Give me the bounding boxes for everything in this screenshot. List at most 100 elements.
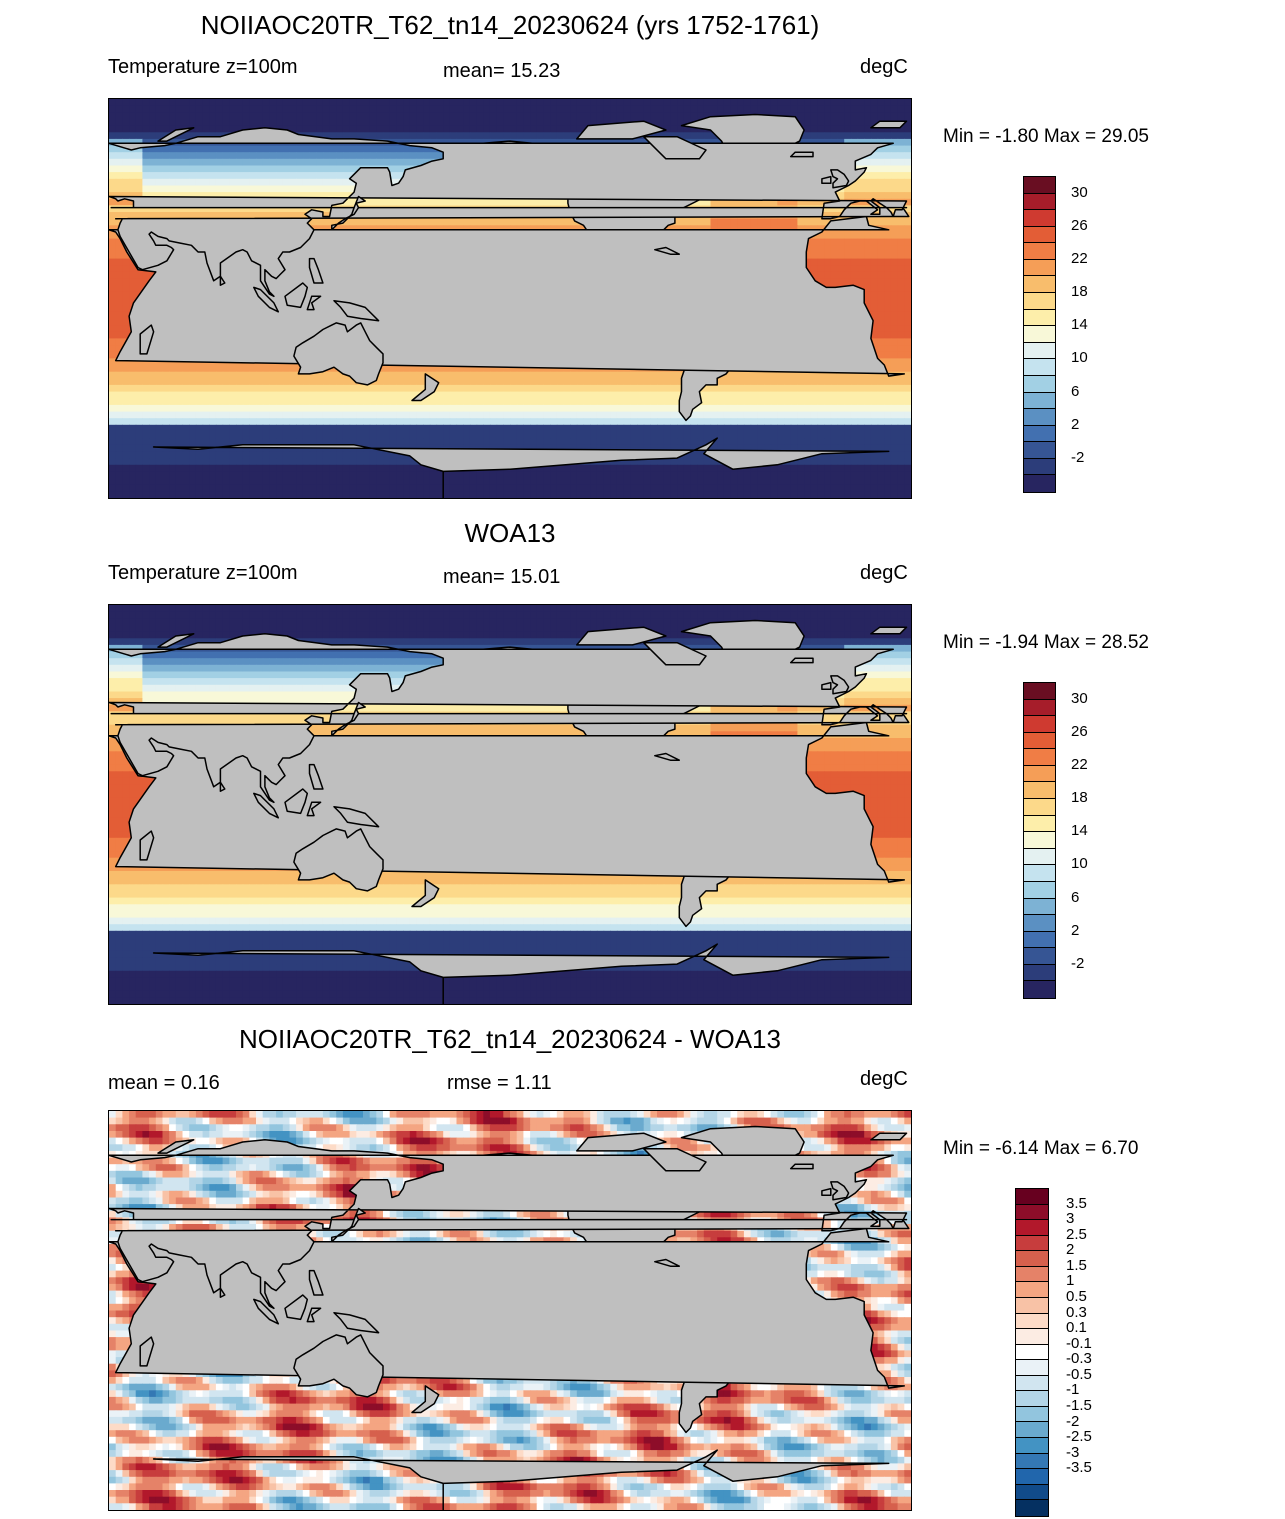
variable-label: Temperature z=100m [108,56,298,79]
colorbar-box [1016,1391,1048,1407]
colorbar-label: -2 [1071,956,1084,971]
land-eurasia [109,127,910,298]
land-iceland [789,151,814,158]
land-borneo [284,788,309,815]
colorbar-box [1024,392,1055,410]
land-philippines [308,1269,324,1296]
colorbar-box [1024,276,1055,294]
colorbar-box [1024,409,1055,426]
land-ireland [821,1187,832,1196]
colorbar-box [1024,832,1055,849]
colorbar-label: -1 [1066,1382,1079,1397]
colorbar-label: -3 [1066,1445,1079,1460]
colorbar-box [1024,765,1055,783]
landmasses [109,1125,910,1510]
colorbar-label: -3.5 [1066,1460,1092,1475]
land-svalbard [870,120,908,129]
colorbar-box [1016,1469,1048,1485]
land-cuba [654,1258,681,1267]
colorbar [1023,176,1056,493]
land-eurasia [109,1139,910,1310]
colorbar-box [1024,931,1055,949]
land-new-zealand [411,879,440,908]
colorbar-box [1016,1453,1048,1470]
minmax-label: Min = -1.94 Max = 28.52 [943,632,1149,654]
colorbar-label: 22 [1071,251,1088,266]
land-new-zealand [411,1385,440,1414]
colorbar-box [1024,458,1055,476]
colorbar-box [1024,425,1055,443]
colorbar-label: -1.5 [1066,1398,1092,1413]
colorbar-box [1016,1235,1048,1252]
colorbar-label: 3.5 [1066,1196,1087,1211]
colorbar-label: 26 [1071,218,1088,233]
land-baffin [642,641,707,666]
land-madagascar [139,1336,155,1367]
land-borneo [284,1294,309,1321]
land-philippines [308,257,324,284]
colorbar [1015,1188,1049,1517]
colorbar-box [1016,1297,1048,1314]
panel-title: NOIIAOC20TR_T62_tn14_20230624 - WOA13 [0,1024,1020,1055]
colorbar-label: -2 [1066,1414,1079,1429]
colorbar-label: 6 [1071,384,1079,399]
colorbar-label: 1.5 [1066,1258,1087,1273]
colorbar-label: 2 [1071,417,1079,432]
land-new-guinea [333,805,380,828]
land-japan [331,195,366,231]
panel-obs: WOA13 Temperature z=100m mean= 15.01 deg… [0,506,1285,1011]
map-svg [109,605,911,1004]
variable-label: Temperature z=100m [108,562,298,585]
land-antarctica [152,1449,890,1510]
colorbar-box [1024,964,1055,982]
colorbar-box [1024,881,1055,899]
units-label: degC [860,56,908,79]
colorbar-label: 2 [1071,923,1079,938]
colorbar-box [1024,716,1055,733]
colorbar-label: 14 [1071,823,1088,838]
minmax-label: Min = -1.80 Max = 29.05 [943,126,1149,148]
colorbar-box [1024,210,1055,227]
colorbar-label: 22 [1071,757,1088,772]
colorbar-box [1016,1422,1048,1438]
land-sulawesi [306,295,322,311]
world-map [108,98,912,499]
land-sri-lanka [219,781,226,792]
colorbar-box [1024,342,1055,360]
units-label: degC [860,562,908,585]
land-iceland [789,1163,814,1170]
land-antarctica [152,943,890,1004]
panel-title: WOA13 [0,518,1020,549]
land-britain [830,169,850,189]
colorbar-box [1016,1438,1048,1454]
colorbar-box [1016,1220,1048,1236]
land-cuba [654,246,681,255]
colorbar-label: 2.5 [1066,1227,1087,1242]
land-ireland [821,681,832,690]
colorbar-box [1024,749,1055,766]
land-novaya-zemlya [157,633,195,648]
colorbar-box [1024,981,1055,998]
land-australia [293,828,384,892]
colorbar-box [1024,243,1055,260]
land-sumatra [253,1298,280,1325]
colorbar-label: 30 [1071,185,1088,200]
panel-model: NOIIAOC20TR_T62_tn14_20230624 (yrs 1752-… [0,0,1285,505]
minmax-label: Min = -6.14 Max = 6.70 [943,1138,1138,1160]
land-arctic-islands [576,120,667,140]
colorbar-box [1024,475,1055,492]
land-arctic-islands [576,626,667,646]
colorbar-label: -0.3 [1066,1351,1092,1366]
world-map [108,1110,912,1511]
map-svg [109,99,911,498]
colorbar-label: 30 [1071,691,1088,706]
colorbar-box [1024,293,1055,310]
land-sulawesi [306,801,322,817]
land-africa [109,215,906,377]
land-japan [331,701,366,737]
colorbar-box [1024,915,1055,932]
colorbar-label: 0.3 [1066,1305,1087,1320]
land-australia [293,322,384,386]
colorbar-label: 0.5 [1066,1289,1087,1304]
land-baffin [642,1147,707,1172]
